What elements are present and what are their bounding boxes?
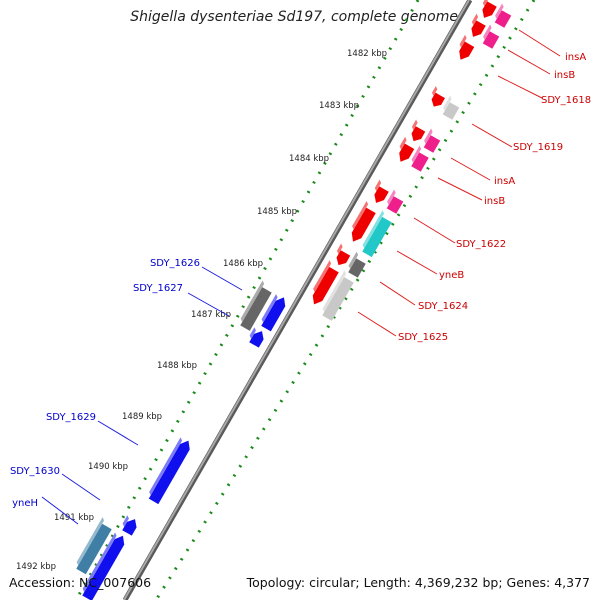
tick-label: 1491 kbp <box>54 513 94 523</box>
tick-label: 1488 kbp <box>157 361 197 371</box>
gene-label[interactable]: SDY_1629 <box>46 412 96 423</box>
gene-insB-1a[interactable] <box>492 3 514 28</box>
gene-label[interactable]: yneH <box>12 498 38 509</box>
gene-SDY_1629[interactable] <box>146 436 193 505</box>
gene-SDY_1622[interactable] <box>346 200 379 244</box>
leader-line <box>507 49 551 75</box>
tick-label: 1492 kbp <box>16 562 56 572</box>
gene-insA-1[interactable] <box>477 0 500 21</box>
leader-line <box>379 281 416 306</box>
gene-yneB-b[interactable] <box>331 243 353 268</box>
gene-yneB[interactable] <box>360 210 395 258</box>
gene-label[interactable]: insB <box>484 196 505 207</box>
genome-backbone <box>122 0 473 600</box>
leader-line <box>450 157 491 181</box>
gene-label[interactable]: SDY_1626 <box>150 258 200 269</box>
label-leaders <box>41 29 561 525</box>
gene-label[interactable]: SDY_1625 <box>398 332 448 343</box>
gene-label[interactable]: SDY_1618 <box>541 95 591 106</box>
dotted-track-lines <box>74 0 536 600</box>
gene-SDY_1618a[interactable] <box>426 85 448 109</box>
tick-label: 1484 kbp <box>289 154 329 164</box>
gene-label[interactable]: yneB <box>439 270 464 281</box>
leader-line <box>97 420 139 446</box>
summary-text: Topology: circular; Length: 4,369,232 bp… <box>246 575 590 590</box>
gene-insA-2[interactable] <box>393 136 417 165</box>
gene-SDY_1625[interactable] <box>320 270 357 321</box>
tick-label: 1486 kbp <box>223 259 263 269</box>
gene-SDY_1622b[interactable] <box>384 189 406 214</box>
gene-SDY_1624[interactable] <box>346 251 369 278</box>
gene-SDY_1622a[interactable] <box>369 179 392 206</box>
gene-label[interactable]: insA <box>565 52 586 63</box>
gene-SDY_1627[interactable] <box>259 293 289 332</box>
leader-line <box>357 311 397 337</box>
tick-label: 1487 kbp <box>191 310 231 320</box>
leader-line <box>413 217 456 244</box>
gene-insB-1[interactable] <box>480 24 502 49</box>
gene-SDY_1619a[interactable] <box>406 119 428 144</box>
leader-line <box>437 177 483 201</box>
tick-labels: 1482 kbp 1483 kbp 1484 kbp 1485 kbp 1486 kbp… <box>16 49 387 572</box>
gene-label[interactable]: SDY_1630 <box>10 466 60 477</box>
leader-line <box>61 473 101 501</box>
gene-insA-1c[interactable] <box>453 34 477 63</box>
tick-label: 1483 kbp <box>319 101 359 111</box>
gene-SDY_1630[interactable] <box>120 515 140 536</box>
leader-line <box>201 266 243 291</box>
gene-SDY_1619[interactable] <box>421 128 443 153</box>
map-title: Shigella dysenteriae Sd197, complete gen… <box>130 9 458 25</box>
leader-line <box>41 496 79 525</box>
tick-label: 1485 kbp <box>257 207 297 217</box>
gene-insB-2[interactable] <box>409 145 432 172</box>
leader-line <box>518 29 561 57</box>
gene-SDY_1624b[interactable] <box>307 260 342 307</box>
tick-label: 1489 kbp <box>122 412 162 422</box>
gene-labels: insA insB SDY_1618 SDY_1619 insA insB SDY_1622… <box>10 52 591 509</box>
tick-label: 1490 kbp <box>88 462 128 472</box>
leader-line <box>497 75 543 99</box>
leader-line <box>471 123 513 148</box>
gene-label[interactable]: insA <box>494 176 515 187</box>
gene-SDY_1618[interactable] <box>440 95 462 120</box>
gene-features <box>74 0 514 600</box>
gene-label[interactable]: SDY_1627 <box>133 283 183 294</box>
gene-label[interactable]: SDY_1619 <box>513 142 563 153</box>
leader-line <box>396 250 438 275</box>
gene-yneH-b[interactable] <box>80 532 128 600</box>
gene-SDY_1626[interactable] <box>238 280 275 331</box>
gene-label[interactable]: insB <box>554 70 575 81</box>
gene-SDY_1627b[interactable] <box>247 327 267 348</box>
gene-yneH[interactable] <box>74 517 115 575</box>
gene-insA-1b[interactable] <box>466 13 489 40</box>
tick-label: 1482 kbp <box>347 49 387 59</box>
gene-label[interactable]: SDY_1622 <box>456 239 506 250</box>
accession-text: Accession: NC_007606 <box>9 575 152 590</box>
leader-line <box>187 292 230 317</box>
gene-label[interactable]: SDY_1624 <box>418 301 468 312</box>
